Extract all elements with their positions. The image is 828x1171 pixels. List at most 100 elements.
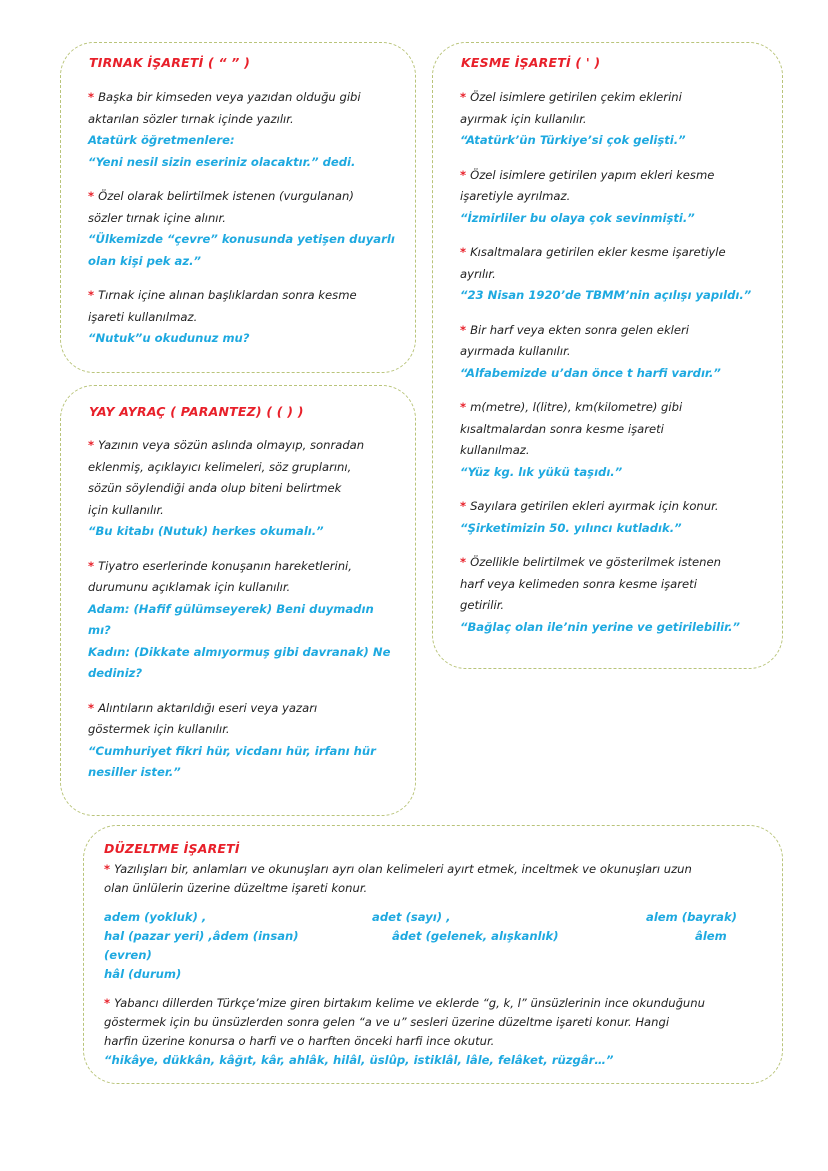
rule-text: kısaltmalardan sonra kesme işareti — [460, 421, 664, 436]
example-word: âdet (gelenek, alışkanlık) — [392, 929, 559, 943]
example-text: “Nutuk”u okudunuz mu? — [88, 331, 250, 345]
rule-text: Tiyatro eserlerinde konuşanın hareketler… — [98, 558, 352, 573]
rule-text: Sayılara getirilen ekleri ayırmak için k… — [470, 499, 719, 513]
asterisk-icon: * — [88, 558, 95, 573]
rule-item: * Bir harf veya ekten sonra gelen ekleri a… — [460, 320, 751, 385]
rule-text: göstermek için bu ünsüzlerden sonra gele… — [104, 1015, 670, 1029]
example-text: nesiller ister.” — [88, 765, 181, 779]
section-title: YAY AYRAÇ ( PARANTEZ) ( ( ) ) — [89, 404, 304, 419]
tirnak-isareti-card: TIRNAK İŞARETİ ( “ ” ) * Başka bir kimsed… — [60, 42, 416, 373]
kesme-isareti-card: KESME İŞARETİ ( ' ) * Özel isimlere getir… — [432, 42, 783, 669]
rule-text: ayırmada kullanılır. — [460, 344, 571, 358]
asterisk-icon: * — [460, 245, 467, 259]
example-text: “İzmirliler bu olaya çok sevinmişti.” — [460, 210, 695, 225]
example-text: mı? — [88, 623, 111, 637]
rule-text: sözün söylendiği anda olup biteni belirt… — [88, 481, 342, 495]
rule-item: * Özel isimlere getirilen yapım ekleri ke… — [460, 165, 751, 230]
rule-text: olan ünlülerin üzerine düzeltme işareti … — [104, 881, 368, 895]
asterisk-icon: * — [88, 90, 95, 104]
example-text: “Cumhuriyet fikri hür, vicdanı hür, irfa… — [88, 743, 376, 758]
rule-item: * Yazının veya sözün aslında olmayıp, son… — [88, 435, 390, 543]
example-word: adem (yokluk) , — [104, 910, 207, 924]
example-words: adem (yokluk) , adet (sayı) , alem (bayr… — [104, 908, 774, 984]
asterisk-icon: * — [88, 438, 95, 452]
asterisk-icon: * — [460, 322, 467, 337]
asterisk-icon: * — [104, 996, 111, 1010]
example-text: “Alfabemizde u’dan önce t harfi vardır.” — [460, 365, 721, 380]
example-word: adet (sayı) , — [372, 910, 451, 924]
rule-item: * m(metre), l(litre), km(kilometre) gibi k… — [460, 397, 751, 483]
example-text: “Şirketimizin 50. yılıncı kutladık.” — [460, 520, 682, 535]
rule-item: * Özel isimlere getirilen çekim eklerini a… — [460, 87, 751, 152]
section-title: TIRNAK İŞARETİ ( “ ” ) — [89, 55, 250, 70]
example-text: “23 Nisan 1920’de TBMM’nin açılışı yapıl… — [460, 288, 752, 302]
example-text: “Ülkemizde “çevre” konusunda yetişen duy… — [88, 232, 395, 246]
section-body: * Yazılışları bir, anlamları ve okunuşlar… — [104, 860, 774, 1080]
rule-item: * Özellikle belirtilmek ve gösterilmek is… — [460, 552, 751, 638]
rule-text: getirilir. — [460, 598, 505, 612]
rule-item: * Alıntıların aktarıldığı eseri veya yaza… — [88, 698, 390, 784]
example-text: “Yüz kg. lık yükü taşıdı.” — [460, 464, 623, 479]
rule-text: Başka bir kimseden veya yazıdan olduğu g… — [98, 90, 361, 104]
rule-text: aktarılan sözler tırnak içinde yazılır. — [88, 111, 294, 126]
asterisk-icon: * — [460, 555, 467, 569]
example-text: Adam: (Hafif gülümseyerek) Beni duymadın — [88, 601, 374, 616]
asterisk-icon: * — [88, 700, 95, 715]
example-text: Kadın: (Dikkate almıyormuş gibi davranak… — [88, 644, 391, 659]
rule-text: Alıntıların aktarıldığı eseri veya yazar… — [98, 700, 318, 715]
rule-text: eklenmiş, açıklayıcı kelimeleri, söz gru… — [88, 459, 352, 474]
rule-text: Özel isimlere getirilen çekim eklerini — [470, 90, 682, 104]
example-text: “Yeni nesil sizin eseriniz olacaktır.” d… — [88, 154, 356, 169]
rule-item: * Özel olarak belirtilmek istenen (vurgul… — [88, 186, 395, 272]
rule-item: * Tiyatro eserlerinde konuşanın hareketle… — [88, 556, 390, 685]
example-text: “Bu kitabı (Nutuk) herkes okumalı.” — [88, 524, 324, 538]
example-word: alem (bayrak) — [646, 910, 737, 924]
rule-item: * Sayılara getirilen ekleri ayırmak için … — [460, 496, 751, 539]
rule-text: işaretiyle ayrılmaz. — [460, 189, 571, 203]
asterisk-icon: * — [88, 288, 95, 302]
section-body: * Özel isimlere getirilen çekim eklerini a… — [460, 87, 751, 651]
section-body: * Yazının veya sözün aslında olmayıp, son… — [88, 435, 390, 797]
rule-text: Özel olarak belirtilmek istenen (vurgula… — [98, 189, 354, 203]
rule-text: durumunu açıklamak için kullanılır. — [88, 580, 291, 594]
example-text: “hikâye, dükkân, kâğıt, kâr, ahlâk, hilâ… — [104, 1053, 614, 1067]
rule-item: * Kısaltmalara getirilen ekler kesme işar… — [460, 242, 751, 307]
example-text: olan kişi pek az.” — [88, 253, 201, 268]
section-title: KESME İŞARETİ ( ' ) — [461, 55, 601, 70]
rule-text: harf veya kelimeden sonra kesme işareti — [460, 576, 697, 591]
example-text: Atatürk öğretmenlere: — [88, 133, 235, 147]
asterisk-icon: * — [460, 167, 467, 182]
rule-text: Yazılışları bir, anlamları ve okunuşları… — [114, 862, 692, 876]
rule-text: göstermek için kullanılır. — [88, 722, 230, 736]
rule-text: Kısaltmalara getirilen ekler kesme işare… — [470, 245, 726, 259]
rule-item: * Yazılışları bir, anlamları ve okunuşlar… — [104, 860, 774, 898]
rule-text: için kullanılır. — [88, 502, 164, 517]
rule-text: ayırmak için kullanılır. — [460, 111, 587, 126]
rule-text: ayrılır. — [460, 266, 496, 281]
rule-text: harfin üzerine konursa o harfi ve o harf… — [104, 1034, 495, 1048]
rule-text: Bir harf veya ekten sonra gelen ekleri — [470, 322, 690, 337]
rule-text: kullanılmaz. — [460, 443, 530, 457]
asterisk-icon: * — [460, 499, 467, 513]
asterisk-icon: * — [88, 189, 95, 203]
example-word: hal (pazar yeri) ,âdem (insan) — [104, 929, 299, 943]
yay-ayrac-card: YAY AYRAÇ ( PARANTEZ) ( ( ) ) * Yazının v… — [60, 385, 416, 816]
duzeltme-isareti-card: DÜZELTME İŞARETİ * Yazılışları bir, anlam… — [83, 825, 783, 1084]
rule-item: * Yabancı dillerden Türkçe’mize giren bir… — [104, 994, 774, 1070]
rule-item: * Başka bir kimseden veya yazıdan olduğu … — [88, 87, 395, 173]
rule-text: sözler tırnak içine alınır. — [88, 210, 226, 225]
asterisk-icon: * — [460, 400, 467, 414]
rule-item: * Tırnak içine alınan başlıklardan sonra … — [88, 285, 395, 350]
rule-text: Özel isimlere getirilen yapım ekleri kes… — [470, 167, 715, 182]
section-body: * Başka bir kimseden veya yazıdan olduğu … — [88, 87, 395, 363]
example-word: (evren) — [104, 948, 152, 962]
rule-text: Yazının veya sözün aslında olmayıp, sonr… — [98, 438, 365, 452]
example-text: “Atatürk’ün Türkiye’si çok gelişti.” — [460, 133, 686, 147]
rule-text: m(metre), l(litre), km(kilometre) gibi — [470, 400, 683, 414]
rule-text: Özellikle belirtilmek ve gösterilmek ist… — [470, 555, 722, 569]
asterisk-icon: * — [460, 90, 467, 104]
asterisk-icon: * — [104, 862, 111, 876]
example-word: âlem — [695, 929, 727, 943]
rule-text: Tırnak içine alınan başlıklardan sonra k… — [98, 288, 357, 302]
example-text: dediniz? — [88, 666, 143, 680]
